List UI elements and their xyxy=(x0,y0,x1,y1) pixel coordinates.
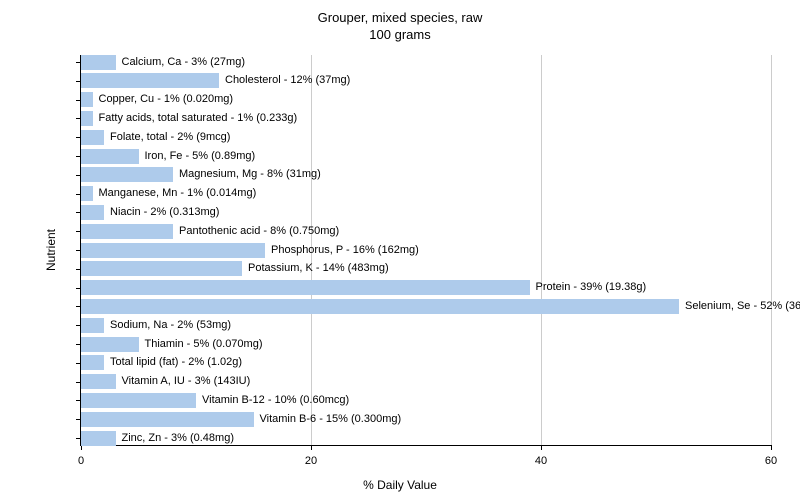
x-tick-label: 0 xyxy=(78,455,84,467)
x-axis-label: % Daily Value xyxy=(0,478,800,492)
nutrient-bar xyxy=(81,299,679,314)
title-line-2: 100 grams xyxy=(369,27,430,42)
nutrient-bar-label: Selenium, Se - 52% (36.5mcg) xyxy=(685,299,800,314)
x-tick-label: 20 xyxy=(305,455,317,467)
x-tick-label: 40 xyxy=(535,455,547,467)
nutrient-bar xyxy=(81,355,104,370)
nutrient-bar xyxy=(81,318,104,333)
nutrient-bar xyxy=(81,224,173,239)
nutrient-bar xyxy=(81,205,104,220)
nutrient-bar-label: Fatty acids, total saturated - 1% (0.233… xyxy=(99,111,298,126)
chart-title: Grouper, mixed species, raw 100 grams xyxy=(0,10,800,44)
nutrient-bar xyxy=(81,337,139,352)
y-axis-label: Nutrient xyxy=(44,229,58,271)
nutrient-bar xyxy=(81,149,139,164)
x-tick xyxy=(311,445,312,450)
nutrient-bar xyxy=(81,130,104,145)
nutrient-bar-label: Protein - 39% (19.38g) xyxy=(536,280,647,295)
nutrient-bar xyxy=(81,55,116,70)
nutrient-bar-label: Thiamin - 5% (0.070mg) xyxy=(145,337,263,352)
nutrient-bar-label: Vitamin B-12 - 10% (0.60mcg) xyxy=(202,393,349,408)
nutrient-bar-label: Manganese, Mn - 1% (0.014mg) xyxy=(99,186,257,201)
title-line-1: Grouper, mixed species, raw xyxy=(318,10,483,25)
nutrient-bar-label: Iron, Fe - 5% (0.89mg) xyxy=(145,149,256,164)
nutrient-bar-label: Niacin - 2% (0.313mg) xyxy=(110,205,219,220)
nutrient-bar-label: Total lipid (fat) - 2% (1.02g) xyxy=(110,355,242,370)
nutrient-bar-label: Cholesterol - 12% (37mg) xyxy=(225,73,350,88)
nutrient-bar xyxy=(81,167,173,182)
nutrient-bar xyxy=(81,412,254,427)
gridline xyxy=(541,55,542,445)
nutrient-bar-label: Vitamin A, IU - 3% (143IU) xyxy=(122,374,251,389)
nutrient-bar-label: Potassium, K - 14% (483mg) xyxy=(248,261,389,276)
nutrient-bar-label: Sodium, Na - 2% (53mg) xyxy=(110,318,231,333)
nutrient-bar-label: Calcium, Ca - 3% (27mg) xyxy=(122,55,245,70)
nutrient-bar xyxy=(81,393,196,408)
nutrient-bar-label: Vitamin B-6 - 15% (0.300mg) xyxy=(260,412,402,427)
nutrient-bar-label: Pantothenic acid - 8% (0.750mg) xyxy=(179,224,339,239)
plot-area: 0204060Calcium, Ca - 3% (27mg)Cholestero… xyxy=(80,55,771,446)
nutrient-bar xyxy=(81,374,116,389)
nutrient-bar xyxy=(81,431,116,446)
x-tick xyxy=(771,445,772,450)
x-tick xyxy=(81,445,82,450)
nutrient-bar-label: Folate, total - 2% (9mcg) xyxy=(110,130,230,145)
nutrient-bar-label: Copper, Cu - 1% (0.020mg) xyxy=(99,92,234,107)
nutrient-bar-label: Phosphorus, P - 16% (162mg) xyxy=(271,243,419,258)
nutrient-bar xyxy=(81,111,93,126)
gridline xyxy=(771,55,772,445)
x-tick-label: 60 xyxy=(765,455,777,467)
nutrient-chart: Grouper, mixed species, raw 100 grams Nu… xyxy=(0,0,800,500)
nutrient-bar xyxy=(81,261,242,276)
nutrient-bar xyxy=(81,243,265,258)
nutrient-bar xyxy=(81,73,219,88)
nutrient-bar-label: Zinc, Zn - 3% (0.48mg) xyxy=(122,431,234,446)
nutrient-bar xyxy=(81,280,530,295)
x-tick xyxy=(541,445,542,450)
nutrient-bar xyxy=(81,186,93,201)
nutrient-bar xyxy=(81,92,93,107)
nutrient-bar-label: Magnesium, Mg - 8% (31mg) xyxy=(179,167,321,182)
